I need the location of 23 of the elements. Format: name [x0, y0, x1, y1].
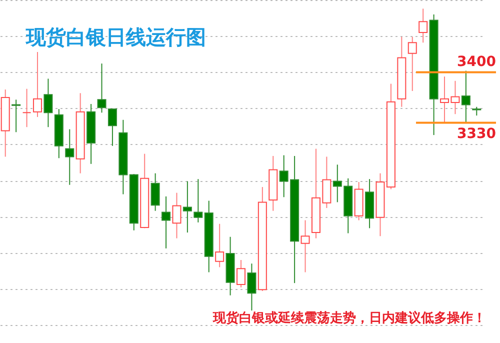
- candlestick: [300, 220, 310, 273]
- candlestick: [65, 128, 74, 186]
- candlestick: [32, 51, 42, 118]
- candlestick: [182, 180, 192, 234]
- candlestick: [44, 78, 53, 128]
- candlestick: [172, 192, 182, 239]
- candlestick: [12, 99, 21, 133]
- candlestick: [97, 63, 106, 114]
- ref-line-label: 3400: [457, 54, 496, 70]
- candlestick: [418, 8, 428, 44]
- candlestick: [22, 88, 32, 128]
- candlestick: [215, 223, 224, 268]
- candlestick: [150, 172, 160, 212]
- candlestick: [247, 263, 256, 312]
- text: 现货白银日线运行图: [25, 25, 206, 49]
- candlestick: [461, 70, 470, 124]
- annotation: 现货白银或延续震荡走势，日内建议低多操作！: [212, 310, 486, 326]
- candlestick: [108, 108, 117, 146]
- candlestick: [194, 178, 203, 223]
- candlestick: [236, 259, 246, 288]
- candlestick: [408, 36, 417, 92]
- candlestick: [162, 196, 171, 249]
- ref-line-label: 3330: [457, 126, 496, 142]
